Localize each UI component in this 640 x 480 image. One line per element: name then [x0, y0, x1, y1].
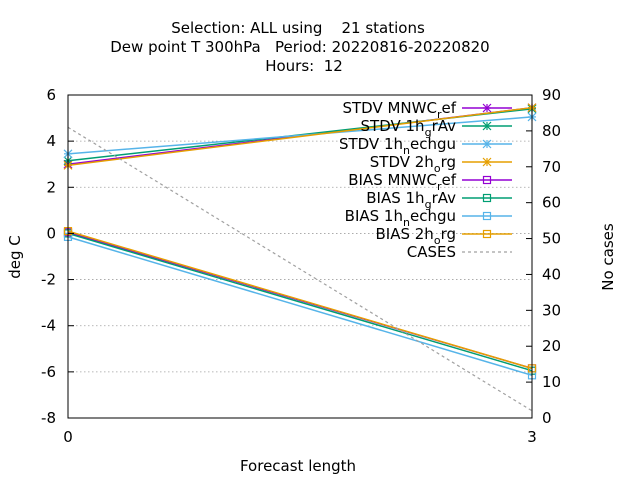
- chart-title: Selection: ALL using 21 stations Dew poi…: [110, 19, 489, 75]
- legend-label: STDV 1hnechgu: [339, 135, 456, 157]
- legend-marker: [482, 175, 492, 185]
- legend-label: BIAS 1hgrAv: [366, 189, 456, 211]
- legend-entry: BIAS 2horg: [376, 225, 512, 247]
- y2-tick-label: 50: [542, 230, 561, 248]
- legend-entry: CASES: [407, 243, 512, 261]
- series-line: [67, 116, 533, 155]
- legend-entry: STDV 2horg: [370, 153, 512, 175]
- y2-tick-label: 60: [542, 194, 561, 212]
- legend-label: BIAS 1hnechgu: [345, 207, 456, 229]
- title-line-2: Dew point T 300hPa Period: 20220816-2022…: [110, 38, 489, 56]
- legend-entry: BIAS MNWCref: [348, 171, 512, 193]
- y2-tick-label: 0: [542, 409, 552, 427]
- series-stdv-1h-nechgu: [63, 112, 537, 159]
- grid: [68, 140, 532, 373]
- title-line-3: Hours: 12: [265, 57, 343, 75]
- x-tick-label: 0: [63, 428, 73, 446]
- series-line: [67, 230, 533, 370]
- series-bias-1h-nechgu: [63, 232, 537, 380]
- legend-label: STDV MNWCref: [342, 99, 456, 121]
- y-tick-label: 0: [46, 224, 56, 242]
- legend-entry: STDV 1hnechgu: [339, 135, 512, 157]
- y-tick-label: -6: [41, 363, 56, 381]
- series-layer: [63, 103, 537, 412]
- y-tick-label: -2: [41, 271, 56, 289]
- legend-label: STDV 1hgrAv: [361, 117, 457, 139]
- y-tick-label: 6: [46, 86, 56, 104]
- y2-tick-label: 20: [542, 337, 561, 355]
- legend-label: STDV 2horg: [370, 153, 456, 175]
- y2-tick-label: 90: [542, 86, 561, 104]
- series-stdv-2h-org: [63, 103, 537, 170]
- title-line-1: Selection: ALL using 21 stations: [171, 19, 425, 37]
- legend-marker: [482, 211, 492, 221]
- legend-entry: BIAS 1hnechgu: [345, 207, 512, 229]
- x-axis-label: Forecast length: [240, 457, 356, 475]
- y2-tick-label: 40: [542, 265, 561, 283]
- plot-frame: [67, 94, 533, 419]
- legend-label: BIAS 2horg: [376, 225, 457, 247]
- legend-entry: BIAS 1hgrAv: [366, 189, 512, 211]
- series-line: [67, 232, 533, 372]
- legend-marker: [482, 103, 492, 113]
- y2-tick-label: 10: [542, 373, 561, 391]
- y-tick-label: 4: [46, 132, 56, 150]
- y2-tick-label: 80: [542, 122, 561, 140]
- legend-marker: [482, 229, 492, 239]
- y-tick-label: 2: [46, 178, 56, 196]
- legend-marker: [482, 139, 492, 149]
- y-tick-label: -8: [41, 409, 56, 427]
- legend-label: CASES: [407, 243, 456, 261]
- y2-tick-label: 30: [542, 301, 561, 319]
- series-line: [67, 106, 533, 167]
- legend-marker: [482, 121, 492, 131]
- legend-entry: STDV 1hgrAv: [361, 117, 512, 139]
- series-line: [67, 126, 533, 412]
- legend-entry: STDV MNWCref: [342, 99, 512, 121]
- y-tick-label: -4: [41, 317, 56, 335]
- y-axis-label: deg C: [6, 235, 24, 279]
- y2-axis-label: No cases: [599, 223, 617, 291]
- legend-label: BIAS MNWCref: [348, 171, 456, 193]
- y2-tick-label: 70: [542, 158, 561, 176]
- series-line: [67, 236, 533, 377]
- x-tick-label: 3: [527, 428, 537, 446]
- series-cases: [67, 126, 533, 412]
- legend-marker: [482, 157, 492, 167]
- legend-marker: [482, 193, 492, 203]
